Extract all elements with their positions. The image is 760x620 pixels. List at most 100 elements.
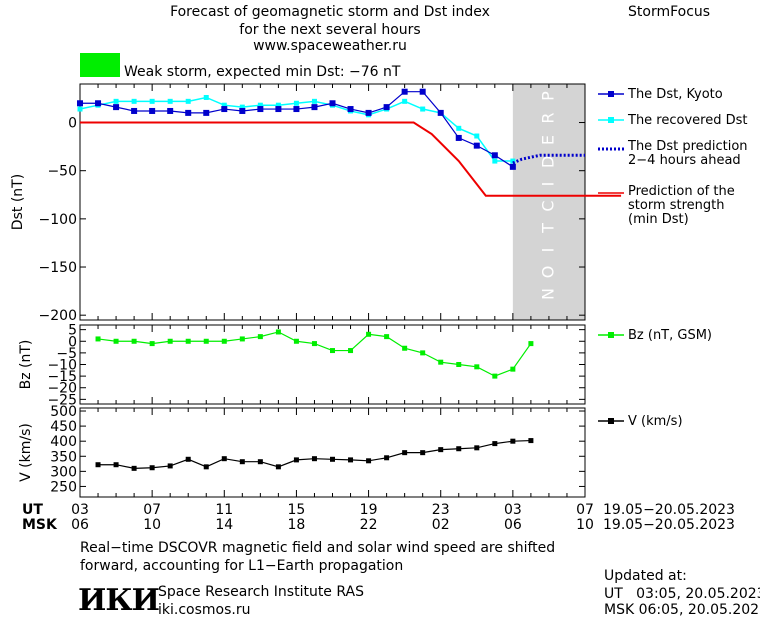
dst-kyoto-point [293,106,300,113]
bz-point [293,338,299,344]
y-tick-label: 450 [50,419,77,435]
y-tick-label: −5 [56,346,77,362]
speed-point [348,457,354,463]
chart-title-line1: Forecast of geomagnetic storm and Dst in… [170,4,490,20]
dst-recovered-point [420,106,426,112]
bz-point [275,329,281,335]
bz-legend-label: Bz (nT, GSM) [628,328,712,343]
dst-kyoto-point [329,100,336,107]
bz-point [149,341,155,347]
y-tick-label: −15 [47,369,77,385]
msk-tick-label: 22 [360,517,378,533]
speed-legend-label: V (km/s) [628,414,683,429]
y-tick-label: −50 [47,164,77,180]
bz-point [348,348,354,354]
y-tick-label: 500 [50,404,77,420]
bz-point [510,366,516,372]
institute-name: Space Research Institute RAS [158,584,364,600]
dst-kyoto-point [437,109,444,116]
source-url[interactable]: www.spaceweather.ru [253,38,407,54]
brand-name: StormFocus [628,4,711,20]
speed-point [275,464,281,470]
dst-prediction-legend-label: The Dst prediction [627,139,748,154]
prediction-label-letter: N [538,288,557,300]
dst-recovered-point [311,98,317,104]
dst-recovered-point [167,98,173,104]
dst-kyoto-point [419,88,426,95]
speed-point [492,441,498,447]
speed-point [203,464,209,470]
storm-level-swatch [80,53,120,77]
prediction-label-letter: R [538,112,557,123]
dst-kyoto-point [77,100,83,107]
dst-recovered-point [275,102,281,108]
institute-site[interactable]: iki.cosmos.ru [158,602,251,618]
ut-axis-label: UT [22,502,43,518]
storm-strength-line [80,121,622,197]
dst-kyoto-point [131,107,138,114]
dst-kyoto-point [95,100,102,107]
msk-tick-label: 14 [215,517,233,533]
prediction-label-letter: T [538,223,557,234]
msk-tick-label: 10 [143,517,161,533]
dst-recovered-point [293,100,299,106]
ut-tick-label: 15 [288,502,306,518]
msk-tick-label: 06 [504,517,522,533]
speed-legend-marker [608,418,614,424]
speed-point [311,456,317,462]
ut-tick-label: 07 [143,502,161,518]
bz-point [366,331,372,337]
ut-tick-label: 23 [432,502,450,518]
dst-recovered-point [402,98,408,104]
ut-tick-label: 07 [576,502,594,518]
dst-kyoto-point [167,107,174,114]
bz-point [185,338,191,344]
bz-point [221,338,227,344]
bz-line [97,331,532,377]
bz-point [384,334,390,340]
dst-kyoto-point [275,106,282,113]
msk-tick-label: 18 [288,517,306,533]
dst-kyoto-point [185,109,192,116]
y-tick-label: −100 [39,212,77,228]
dst-recovered-legend-marker [608,117,614,123]
dst-recovered-point [221,102,227,108]
dst-recovered-point [203,94,209,100]
dst-recovered-point [257,102,263,108]
speed-point [438,447,444,453]
bz-point [330,348,335,354]
updated-msk: MSK 06:05, 20.05.2023 [604,602,760,618]
prediction-label-letter: I [538,182,557,187]
dst-kyoto-point [203,109,210,116]
speed-point [420,450,426,456]
speed-point [330,456,335,462]
dst-kyoto-point [239,107,246,114]
speed-point [239,459,245,465]
bz-point [95,336,101,342]
storm-level-label: Weak storm, expected min Dst: −76 nT [124,64,401,80]
bz-legend-marker [608,332,614,338]
dst-kyoto-point [473,142,480,149]
msk-tick-label: 06 [71,517,89,533]
prediction-label-letter: P [538,91,557,101]
bz-point [492,373,498,379]
speed-point [257,459,263,465]
dst-recovered-point [510,158,516,164]
speed-point [149,465,155,471]
y-tick-label: −25 [47,392,77,408]
speed-point [185,456,191,462]
y-tick-label: 250 [50,479,77,495]
dst-kyoto-point [455,134,462,141]
y-tick-label: −200 [39,308,77,324]
footnote-line1: Real−time DSCOVR magnetic field and sola… [80,540,556,556]
y-axis-label: Dst (nT) [10,174,26,230]
updated-label: Updated at: [604,568,687,584]
dst-kyoto-point [383,104,390,111]
speed-point [456,446,462,452]
y-tick-label: 300 [50,464,77,480]
prediction-label-letter: I [538,248,557,253]
dst-kyoto-point [491,152,498,159]
bz-point [257,334,263,340]
dst-recovered-point [474,133,480,139]
